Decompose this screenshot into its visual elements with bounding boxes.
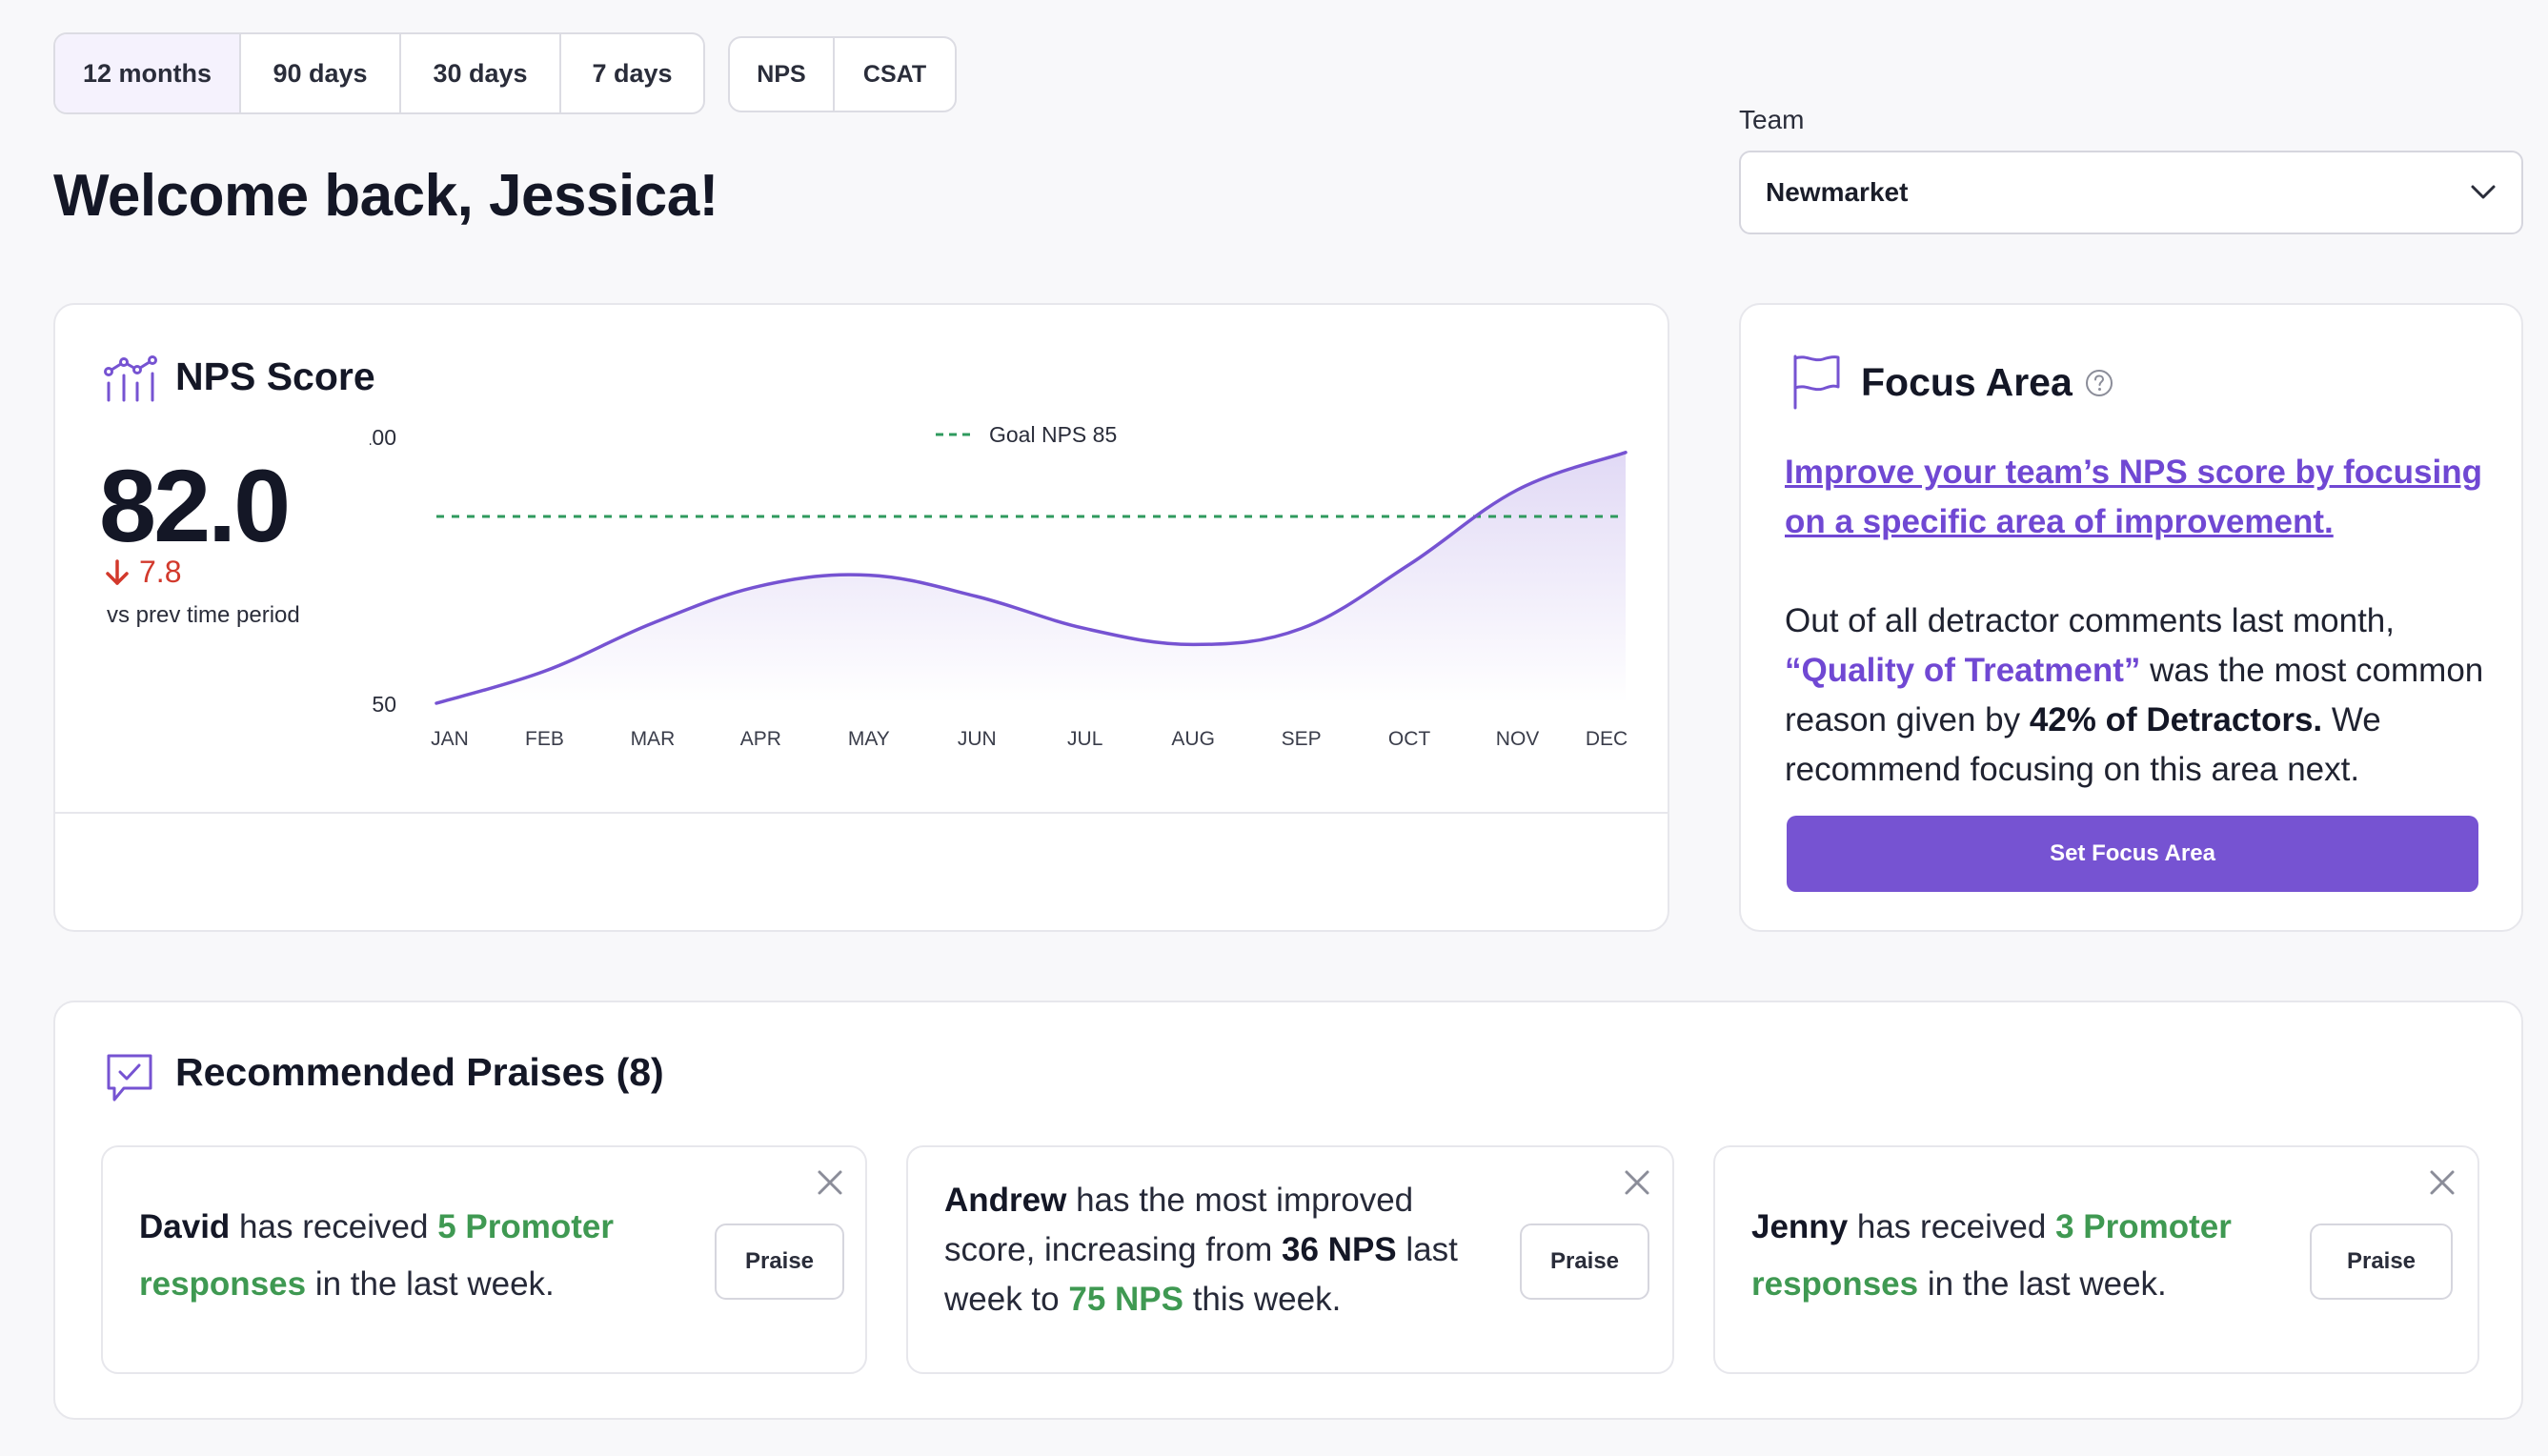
x-tick-label: JUN: [958, 728, 997, 750]
x-tick-label: SEP: [1282, 728, 1322, 750]
close-icon[interactable]: [814, 1166, 846, 1199]
focus-body-text-2: was the most common reason given by: [1785, 652, 2484, 738]
praise-item-david: David has received 5 Promoter responses …: [101, 1145, 867, 1374]
nps-area-fill: [436, 452, 1626, 703]
praise-person-name: Andrew: [944, 1182, 1067, 1219]
focus-area-title: Focus Area: [1861, 360, 2073, 404]
praise-text: Jenny has received 3 Promoter responses …: [1751, 1199, 2285, 1313]
x-tick-label: MAY: [848, 728, 890, 750]
nps-delta-caption: vs prev time period: [107, 602, 300, 628]
praise-button[interactable]: Praise: [2310, 1223, 2453, 1300]
focus-area-card: Focus Area Improve your team’s NPS score…: [1739, 303, 2523, 932]
goal-legend-label: Goal NPS 85: [989, 422, 1117, 447]
praise-text-part: has received: [1848, 1208, 2056, 1245]
chart-analytics-icon: [104, 355, 157, 402]
chevron-down-icon: [2471, 185, 2496, 199]
focus-highlight-reason: “Quality of Treatment”: [1785, 652, 2141, 689]
page-title: Welcome back, Jessica!: [53, 163, 718, 229]
praise-text-part: in the last week.: [306, 1265, 555, 1303]
x-tick-label: MAR: [631, 728, 676, 750]
praise-text-part: in the last week.: [1918, 1265, 2167, 1303]
team-select[interactable]: Newmarket: [1739, 151, 2523, 234]
praise-item-andrew: Andrew has the most improved score, incr…: [906, 1145, 1674, 1374]
praises-title: Recommended Praises (8): [175, 1050, 664, 1094]
praise-highlight: 75 NPS: [1068, 1281, 1183, 1318]
praise-highlight: 5 Promoter responses: [139, 1208, 614, 1303]
nps-card-divider: [55, 812, 1668, 814]
praise-person-name: David: [139, 1208, 231, 1245]
nps-score-value: 82.0: [99, 448, 291, 563]
period-option-90-days[interactable]: 90 days: [241, 34, 401, 112]
praise-text: Andrew has the most improved score, incr…: [944, 1176, 1478, 1325]
x-tick-label: DEC: [1586, 728, 1628, 750]
x-tick-label: JUL: [1067, 728, 1102, 750]
praise-text-part: has the most improved score, increasing …: [944, 1182, 1414, 1268]
nps-chart: 100 50 JAN FEB MAR APR MAY JUN JUL AUG SEP OCT NOV DE…: [370, 422, 1628, 750]
period-option-7-days[interactable]: 7 days: [592, 58, 673, 88]
flag-icon: [1793, 354, 1840, 410]
praise-button[interactable]: Praise: [715, 1223, 844, 1300]
x-tick-label: FEB: [525, 728, 564, 750]
praise-text-part: this week.: [1183, 1281, 1342, 1318]
x-tick-label: NOV: [1496, 728, 1540, 750]
team-select-value: Newmarket: [1766, 177, 1909, 207]
period-filter: 12 months 90 days 30 days 7 days: [53, 32, 705, 114]
praise-text: David has received 5 Promoter responses …: [139, 1199, 673, 1313]
nps-delta-value: 7.8: [139, 555, 182, 589]
praise-highlight: 3 Promoter responses: [1751, 1208, 2232, 1303]
close-icon[interactable]: [1621, 1166, 1653, 1199]
praise-stat: 36 NPS: [1282, 1231, 1397, 1268]
x-tick-label: AUG: [1171, 728, 1215, 750]
focus-area-link[interactable]: Improve your team’s NPS score by focusin…: [1785, 454, 2482, 540]
recommended-praises-card: Recommended Praises (8) David has receiv…: [53, 1001, 2523, 1420]
nps-score-card: NPS Score 82.0 7.8 vs prev time period 1…: [53, 303, 1669, 932]
x-tick-label: APR: [740, 728, 781, 750]
nps-delta: 7.8: [105, 555, 181, 590]
nps-series-line: [435, 451, 1628, 705]
close-icon[interactable]: [2426, 1166, 2458, 1199]
chat-check-icon: [107, 1054, 152, 1102]
y-tick-label: 50: [372, 692, 396, 717]
metric-filter: NPS CSAT: [728, 36, 957, 112]
nps-card-title: NPS Score: [175, 354, 375, 398]
focus-body-text-3: We recommend focusing on this area next.: [1785, 701, 2381, 788]
focus-area-description: Out of all detractor comments last month…: [1785, 597, 2490, 795]
metric-option-csat[interactable]: CSAT: [862, 60, 927, 88]
set-focus-area-button[interactable]: Set Focus Area: [1787, 816, 2478, 892]
focus-stat: 42% of Detractors.: [2029, 701, 2323, 738]
period-option-12-months[interactable]: 12 months: [55, 34, 241, 112]
praise-person-name: Jenny: [1751, 1208, 1849, 1245]
arrow-down-icon: [106, 558, 129, 585]
help-circle-icon[interactable]: [2084, 368, 2114, 398]
praise-text-part: has received: [230, 1208, 438, 1245]
x-tick-label: JAN: [431, 728, 469, 750]
praise-button[interactable]: Praise: [1520, 1223, 1649, 1300]
praise-item-jenny: Jenny has received 3 Promoter responses …: [1713, 1145, 2479, 1374]
praise-text-part: last week to: [944, 1231, 1458, 1318]
team-label: Team: [1739, 105, 1805, 134]
period-option-30-days[interactable]: 30 days: [401, 34, 561, 112]
x-tick-label: OCT: [1388, 728, 1431, 750]
focus-body-text-1: Out of all detractor comments last month…: [1785, 602, 2395, 639]
y-tick-label: 100: [370, 425, 396, 450]
metric-option-nps[interactable]: NPS: [730, 38, 835, 111]
